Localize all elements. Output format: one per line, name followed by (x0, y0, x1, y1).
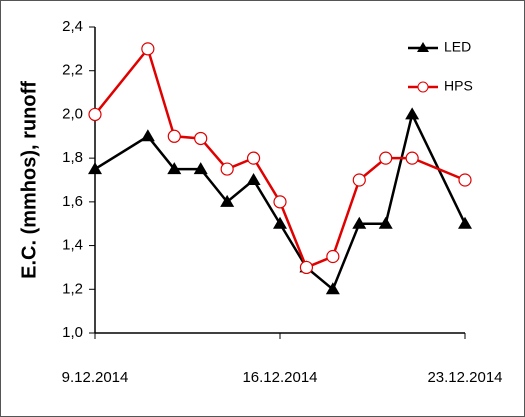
y-tick-label: 2,4 (62, 18, 83, 35)
x-tick-label: 16.12.2014 (242, 369, 317, 386)
marker (352, 173, 366, 187)
x-tick-label: 23.12.2014 (427, 369, 502, 386)
marker (352, 216, 367, 229)
marker (140, 129, 155, 142)
marker (458, 173, 472, 187)
marker (325, 282, 340, 295)
marker (141, 42, 155, 56)
legend-label: LED (444, 39, 471, 55)
y-tick-label: 1,8 (62, 149, 83, 166)
marker (273, 195, 287, 209)
y-axis-label: E.C. (mmhos), runoff (18, 81, 40, 279)
marker (458, 216, 472, 229)
legend-label: HPS (444, 78, 473, 94)
marker (326, 249, 340, 264)
y-tick-label: 1,4 (62, 237, 83, 254)
marker (246, 151, 261, 165)
x-tick-label: 9.12.2014 (62, 369, 129, 386)
marker (220, 162, 234, 176)
marker (193, 162, 208, 175)
marker (273, 216, 287, 229)
marker (167, 129, 181, 143)
y-tick-label: 1,6 (62, 193, 83, 210)
y-tick-label: 2,0 (62, 105, 83, 122)
marker (88, 107, 102, 122)
y-tick-label: 2,2 (62, 62, 83, 79)
marker (299, 260, 314, 275)
marker (246, 173, 261, 185)
marker (194, 131, 208, 146)
marker (405, 107, 420, 120)
y-tick-label: 1,0 (62, 324, 83, 341)
marker (88, 162, 102, 175)
legend-marker (417, 81, 429, 93)
marker (378, 216, 393, 229)
marker (379, 151, 393, 165)
marker (167, 162, 182, 175)
marker (220, 194, 235, 207)
y-tick-label: 1,2 (62, 280, 83, 297)
marker (405, 151, 419, 165)
legend-marker (417, 42, 429, 52)
